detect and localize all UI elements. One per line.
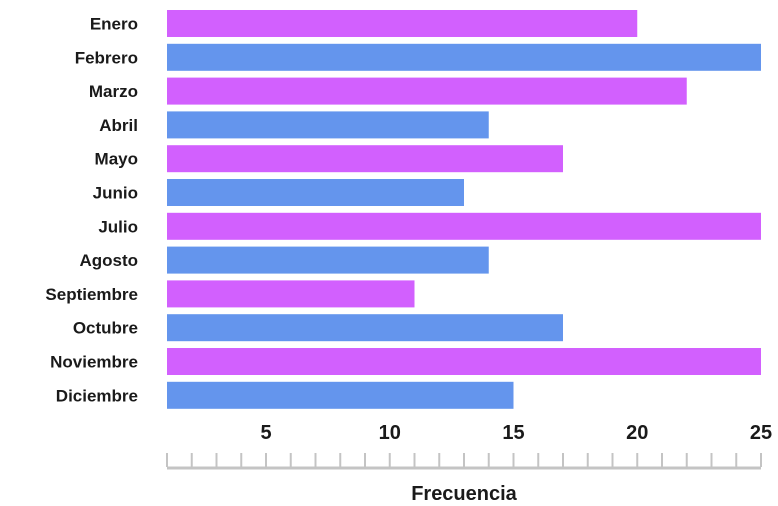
category-label: Febrero — [75, 48, 138, 67]
category-label: Enero — [90, 15, 138, 34]
category-label: Abril — [99, 116, 138, 135]
bar-diciembre — [167, 381, 514, 409]
bar-febrero — [167, 43, 761, 71]
bar-septiembre — [167, 280, 415, 308]
bar-julio — [167, 212, 761, 240]
category-label: Octubre — [73, 319, 138, 338]
bar-enero — [167, 10, 638, 37]
category-label: Noviembre — [50, 353, 138, 372]
x-tick-label: 10 — [379, 422, 401, 444]
category-label: Julio — [98, 217, 138, 236]
category-label: Mayo — [95, 150, 138, 169]
x-tick-label: 15 — [502, 422, 524, 444]
category-label: Junio — [93, 184, 138, 203]
category-label: Marzo — [89, 82, 138, 101]
x-tick-label: 25 — [750, 422, 772, 444]
x-tick-labels: 5 10 15 20 25 — [260, 422, 772, 444]
bar-mayo — [167, 145, 563, 173]
x-tick-label: 20 — [626, 422, 648, 444]
category-labels: Enero Febrero Marzo Abril Mayo Junio Julio Agos… — [45, 15, 138, 406]
category-label: Septiembre — [45, 285, 138, 304]
x-tick-label: 5 — [260, 422, 271, 444]
bar-noviembre — [167, 348, 761, 375]
bar-octubre — [167, 314, 563, 342]
bars-group — [167, 10, 761, 409]
bar-marzo — [167, 77, 687, 105]
bar-agosto — [167, 246, 489, 274]
bar-abril — [167, 111, 489, 139]
x-axis-label: Frecuencia — [411, 483, 517, 505]
bar-junio — [167, 179, 464, 206]
x-axis — [166, 453, 762, 470]
category-label: Agosto — [79, 251, 138, 270]
category-label: Diciembre — [56, 386, 138, 405]
